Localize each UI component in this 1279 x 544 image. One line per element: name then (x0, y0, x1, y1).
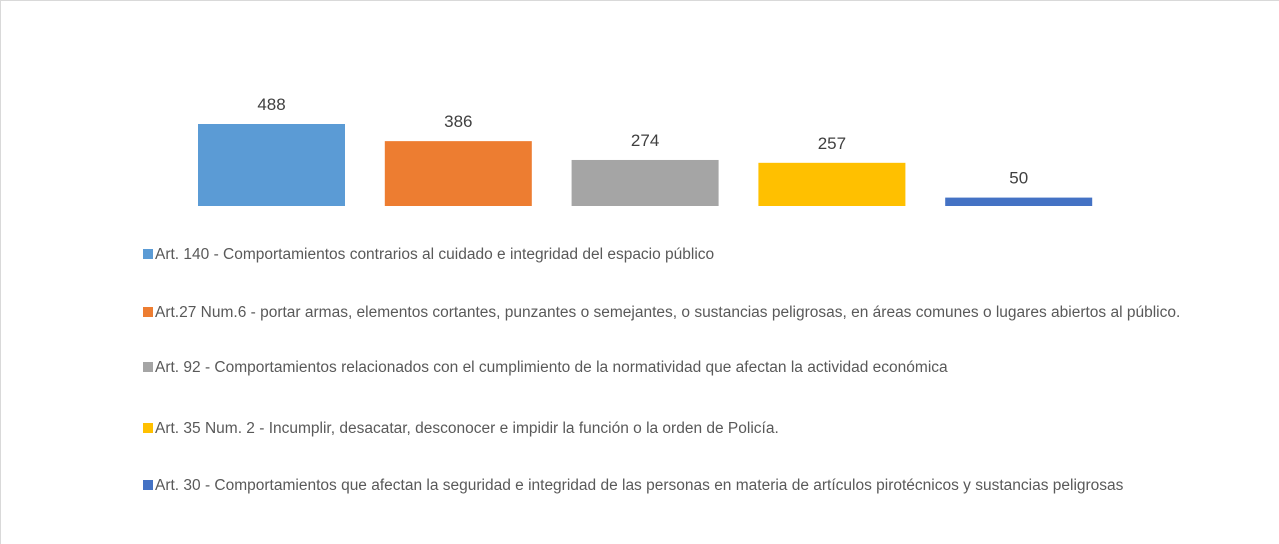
data-label: 488 (257, 95, 285, 114)
legend-swatch (143, 307, 153, 317)
legend-swatch (143, 362, 153, 372)
bar (945, 197, 1093, 206)
bar (571, 159, 719, 206)
legend-label: Art. 35 Num. 2 - Incumplir, desacatar, d… (155, 420, 779, 437)
legend-swatch (143, 480, 153, 490)
data-label: 386 (444, 112, 472, 131)
legend-item: Art. 30 - Comportamientos que afectan la… (143, 472, 1203, 499)
legend-swatch (143, 249, 153, 259)
legend-label: Art. 92 - Comportamientos relacionados c… (155, 359, 948, 376)
legend-item: Art. 140 - Comportamientos contrarios al… (143, 241, 1203, 268)
bar (758, 162, 906, 206)
data-label: 257 (818, 134, 846, 153)
legend-swatch (143, 423, 153, 433)
legend-label: Art. 30 - Comportamientos que afectan la… (155, 477, 1124, 494)
data-label: 274 (631, 131, 659, 150)
legend-item: Art. 92 - Comportamientos relacionados c… (143, 354, 1203, 381)
legend-label: Art. 140 - Comportamientos contrarios al… (155, 246, 715, 263)
legend-item: Art. 35 Num. 2 - Incumplir, desacatar, d… (143, 415, 1203, 442)
bar (384, 141, 532, 206)
data-label: 50 (1009, 169, 1028, 188)
legend-label: Art.27 Num.6 - portar armas, elementos c… (155, 304, 1181, 321)
legend-item: Art.27 Num.6 - portar armas, elementos c… (143, 299, 1203, 326)
bar (198, 124, 345, 206)
